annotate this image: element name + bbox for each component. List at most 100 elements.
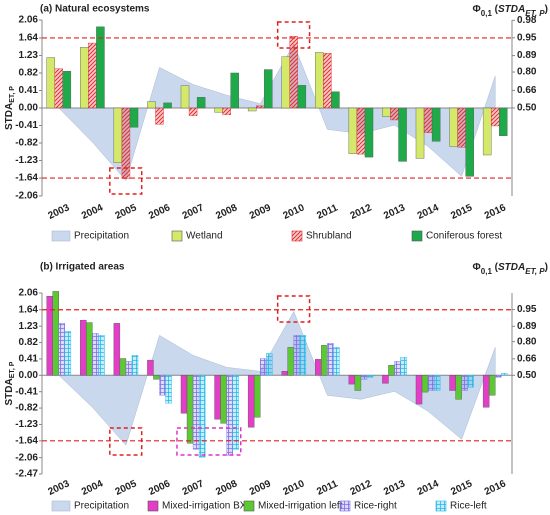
bar [327, 343, 334, 376]
panel-title: (b) Irrigated areas [40, 262, 125, 273]
bar [96, 26, 105, 109]
y-tick-label: 0.82 [19, 68, 39, 79]
bar [188, 107, 198, 116]
y2-label-part: STDA [498, 262, 525, 273]
bar [46, 295, 53, 376]
bar [230, 72, 239, 109]
x-tick-label: 2014 [416, 478, 441, 498]
bar [198, 375, 206, 458]
bar [293, 335, 301, 376]
legend-label: Wetland [186, 231, 223, 242]
bar [427, 375, 435, 391]
y-axis-label: STDAET, P [4, 361, 17, 405]
bar [382, 107, 391, 117]
bar [289, 36, 299, 109]
legend-swatch [147, 500, 159, 512]
bar [222, 107, 231, 116]
y-tick-label: 0.82 [19, 337, 39, 348]
x-tick-label: 2006 [147, 478, 172, 498]
bar [499, 107, 508, 136]
bar [247, 375, 255, 428]
bar [131, 355, 139, 376]
x-tick-label: 2013 [382, 478, 407, 498]
x-tick-label: 2011 [315, 478, 340, 497]
bar [192, 375, 200, 450]
bar [147, 359, 154, 376]
x-tick-label: 2007 [181, 478, 206, 498]
bar [260, 358, 267, 376]
x-tick-label: 2004 [80, 478, 105, 498]
y-tick-label: -1.23 [15, 419, 38, 430]
y2-label-part: ( [492, 262, 499, 273]
bar [400, 357, 407, 376]
y-tick-label: 1.64 [19, 304, 39, 315]
bar [86, 322, 93, 376]
bar [315, 52, 324, 109]
legend-label: Mixed-irrigation left [258, 501, 343, 512]
panel: (b) Irrigated areas Φ0,1 (STDAET, P)STDAE… [4, 262, 548, 512]
bar [159, 375, 166, 396]
y-label-part: ET, P [9, 361, 16, 378]
bar [165, 375, 172, 404]
x-tick-label: 2006 [147, 202, 172, 222]
legend-label: Precipitation [74, 501, 129, 512]
y2-label-part: 0,1 [481, 9, 493, 18]
bar [321, 345, 328, 376]
bar [433, 375, 441, 391]
highlight-box [109, 167, 143, 195]
y-tick-label: -2.47 [15, 469, 38, 480]
y2-tick-label: 0.89 [517, 50, 537, 61]
y2-label-part: Φ [473, 262, 481, 273]
y-tick-label: -0.82 [15, 403, 38, 414]
precipitation-area [58, 43, 496, 182]
bar [461, 375, 468, 391]
bar [390, 107, 399, 121]
bar [125, 361, 133, 376]
bar [281, 56, 290, 109]
y2-label-part: STDA [498, 4, 525, 15]
bar [449, 375, 456, 391]
y2-tick-label: 0.98 [517, 15, 537, 26]
y2-tick-label: 0.50 [517, 103, 537, 114]
x-tick-label: 2013 [382, 202, 407, 222]
y2-tick-label: 0.95 [517, 304, 537, 315]
x-tick-label: 2012 [349, 478, 374, 498]
bar [129, 107, 139, 128]
bar [431, 107, 441, 142]
bar [323, 53, 332, 109]
y-tick-label: 0.00 [19, 370, 39, 381]
bar [297, 85, 307, 109]
y-label-part: STDA [4, 378, 15, 405]
bar [186, 375, 194, 444]
bar [331, 91, 340, 109]
y-tick-label: 1.64 [19, 33, 39, 44]
bar [415, 375, 423, 405]
y2-tick-label: 0.66 [517, 353, 537, 364]
legend-swatch [51, 230, 71, 242]
legend-swatch [243, 500, 255, 512]
y-tick-label: -1.23 [15, 155, 38, 166]
x-tick-label: 2003 [46, 202, 71, 222]
x-tick-label: 2008 [214, 202, 239, 222]
bar [255, 105, 265, 109]
bar [287, 347, 294, 376]
x-tick-label: 2016 [483, 478, 508, 498]
y-tick-label: 1.23 [19, 50, 39, 61]
x-tick-label: 2008 [214, 478, 239, 498]
bar [80, 47, 89, 109]
y-label-part: STDA [4, 103, 15, 130]
legend-label: Precipitation [74, 231, 129, 242]
bar [220, 375, 227, 424]
bar [58, 323, 66, 376]
y2-tick-label: 0.80 [517, 67, 537, 78]
x-tick-label: 2009 [248, 202, 273, 222]
bar [421, 375, 429, 393]
panel-title: (a) Natural ecosystems [40, 4, 150, 15]
legend-label: Mixed-irrigation BXII [162, 501, 252, 512]
bar [232, 375, 239, 450]
bar [490, 107, 500, 127]
x-tick-label: 2014 [416, 202, 441, 222]
legend-label: Shrubland [306, 231, 352, 242]
y-tick-label: -2.06 [15, 191, 38, 202]
